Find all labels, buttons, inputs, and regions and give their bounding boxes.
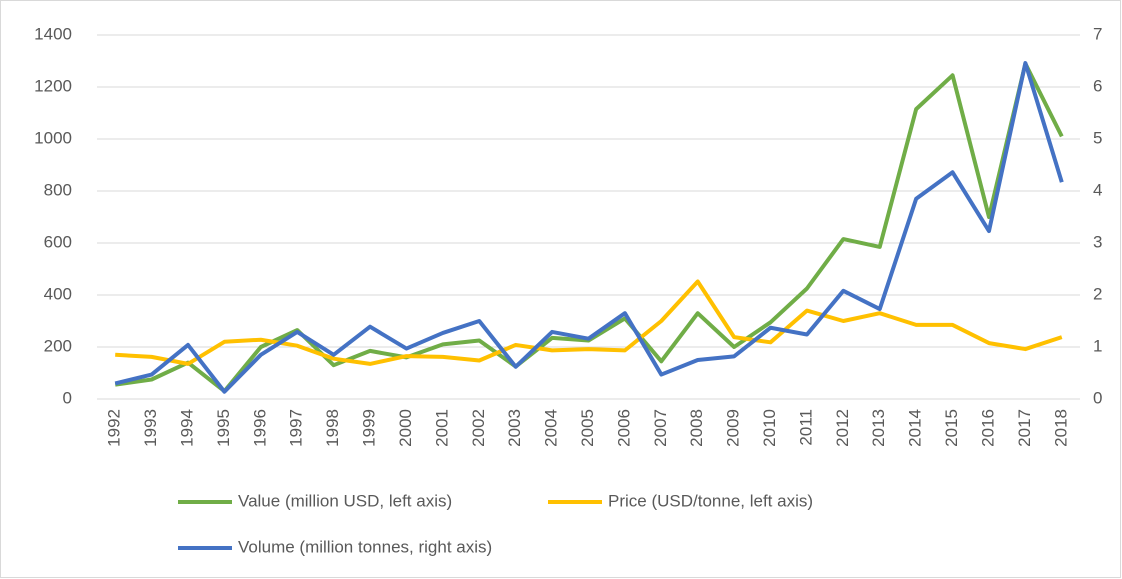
x-tick-label: 2001 — [432, 409, 451, 447]
y-tick-label: 400 — [44, 284, 72, 303]
y-tick-label: 1000 — [34, 128, 72, 147]
y-tick-label: 1400 — [34, 24, 72, 43]
x-tick-label: 1997 — [287, 409, 306, 447]
x-tick-label: 2017 — [1015, 409, 1034, 447]
y2-tick-label: 1 — [1093, 336, 1102, 355]
x-tick-label: 2015 — [942, 409, 961, 447]
x-tick-label: 2009 — [724, 409, 743, 447]
y-tick-label: 200 — [44, 336, 72, 355]
x-tick-label: 2011 — [796, 409, 815, 446]
y-tick-label: 600 — [44, 232, 72, 251]
x-tick-label: 2010 — [760, 409, 779, 447]
x-tick-label: 1992 — [105, 409, 124, 447]
x-tick-label: 2012 — [833, 409, 852, 447]
y-tick-label: 1200 — [34, 76, 72, 95]
x-tick-label: 2018 — [1051, 409, 1070, 447]
x-tick-label: 1993 — [141, 409, 160, 447]
series-line — [114, 61, 1064, 394]
x-tick-label: 1996 — [250, 409, 269, 447]
x-tick-label: 1995 — [214, 409, 233, 447]
x-tick-label: 2000 — [396, 409, 415, 447]
y2-tick-label: 6 — [1093, 76, 1102, 95]
x-tick-label: 2007 — [651, 409, 670, 447]
x-tick-label: 1998 — [323, 409, 342, 447]
legend-label: Value (million USD, left axis) — [238, 491, 452, 510]
x-tick-label: 2003 — [505, 409, 524, 447]
x-tick-label: 1999 — [360, 409, 379, 447]
x-tick-label: 2002 — [469, 409, 488, 447]
legend-label: Volume (million tonnes, right axis) — [238, 537, 492, 556]
y2-tick-label: 2 — [1093, 284, 1102, 303]
y2-tick-label: 4 — [1093, 180, 1102, 199]
x-tick-label: 2004 — [542, 409, 561, 447]
y2-tick-label: 3 — [1093, 232, 1102, 251]
legend-label: Price (USD/tonne, left axis) — [608, 491, 813, 510]
y2-tick-label: 0 — [1093, 388, 1102, 407]
x-tick-label: 2005 — [578, 409, 597, 447]
y-tick-label: 800 — [44, 180, 72, 199]
x-tick-label: 2008 — [687, 409, 706, 447]
x-tick-label: 2016 — [978, 409, 997, 447]
y-tick-label: 0 — [63, 388, 72, 407]
x-tick-label: 2013 — [869, 409, 888, 447]
x-tick-label: 2006 — [614, 409, 633, 447]
y2-tick-label: 5 — [1093, 128, 1102, 147]
x-tick-label: 1994 — [178, 409, 197, 447]
series-line — [115, 279, 1063, 366]
y2-tick-label: 7 — [1093, 24, 1102, 43]
x-tick-label: 2014 — [906, 409, 925, 447]
